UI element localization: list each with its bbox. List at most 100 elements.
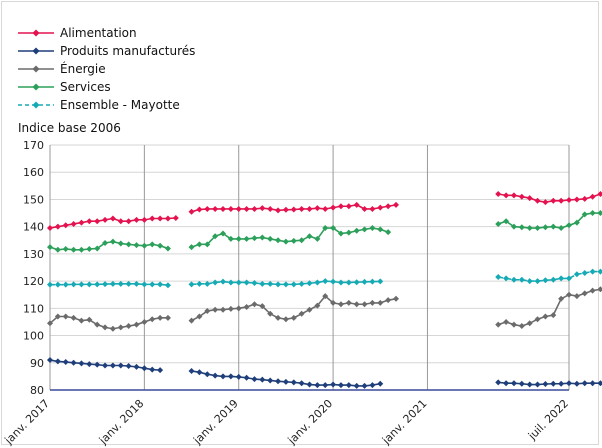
y-tick-label: 100 — [23, 330, 44, 343]
data-point-1 — [220, 373, 226, 380]
data-point-0 — [164, 215, 171, 222]
data-point-2 — [125, 323, 132, 330]
legend-item-energie[interactable]: Énergie — [18, 60, 195, 78]
data-point-1 — [361, 382, 368, 389]
data-point-1 — [558, 380, 565, 387]
legend-swatch-alimentation — [18, 29, 54, 37]
data-point-1 — [54, 358, 61, 365]
data-point-1 — [369, 382, 376, 389]
data-point-0 — [141, 216, 148, 223]
data-point-4 — [54, 281, 61, 288]
legend-label-produits-manufactures: Produits manufacturés — [60, 44, 196, 58]
data-point-2 — [361, 301, 368, 308]
data-point-2 — [133, 321, 140, 328]
data-point-4 — [102, 281, 109, 288]
data-point-3 — [251, 235, 258, 242]
data-point-1 — [212, 372, 219, 379]
data-point-4 — [581, 269, 588, 276]
data-point-3 — [102, 240, 109, 246]
data-point-2 — [542, 313, 549, 320]
legend-item-alimentation[interactable]: Alimentation — [18, 24, 195, 42]
series-line-3 — [49, 240, 169, 251]
data-point-4 — [141, 281, 148, 288]
legend-item-ensemble-mayotte[interactable]: Ensemble - Mayotte — [18, 96, 195, 114]
data-point-1 — [243, 374, 250, 381]
data-point-0 — [306, 205, 313, 212]
data-point-2 — [94, 321, 101, 328]
series-line-2 — [49, 315, 168, 330]
data-point-2 — [298, 310, 305, 317]
data-point-4 — [282, 281, 289, 288]
data-point-2 — [550, 312, 557, 319]
data-point-1 — [526, 381, 533, 388]
data-point-4 — [369, 278, 376, 285]
data-point-0 — [534, 197, 541, 204]
data-point-1 — [597, 380, 602, 387]
data-point-0 — [109, 215, 116, 222]
data-point-4 — [243, 279, 250, 286]
data-point-3 — [133, 242, 140, 249]
data-point-4 — [267, 280, 274, 287]
data-point-2 — [377, 299, 384, 306]
data-point-3 — [589, 210, 596, 217]
data-point-3 — [212, 233, 219, 240]
data-point-4 — [353, 279, 360, 286]
data-point-0 — [385, 203, 392, 210]
data-point-3 — [227, 235, 234, 242]
y-tick-label: 110 — [23, 302, 44, 315]
data-point-1 — [495, 379, 502, 386]
data-point-3 — [141, 242, 148, 249]
data-point-4 — [510, 276, 517, 283]
series-line-2 — [497, 288, 602, 327]
data-point-3 — [157, 242, 164, 249]
data-point-2 — [322, 293, 329, 300]
data-point-3 — [495, 220, 502, 227]
data-point-1 — [282, 378, 289, 385]
data-point-1 — [157, 367, 164, 374]
data-point-1 — [589, 380, 596, 387]
data-point-4 — [290, 281, 297, 288]
data-point-2 — [70, 314, 77, 321]
data-point-2 — [385, 297, 392, 304]
data-point-1 — [542, 381, 549, 388]
data-point-1 — [518, 380, 525, 387]
data-point-3 — [337, 230, 344, 237]
data-point-4 — [534, 278, 541, 285]
data-point-3 — [267, 235, 274, 242]
data-point-0 — [322, 205, 329, 212]
data-point-2 — [282, 316, 289, 323]
data-point-2 — [164, 314, 171, 321]
data-point-4 — [94, 281, 101, 288]
legend-item-produits-manufactures[interactable]: Produits manufacturés — [18, 42, 195, 60]
data-point-1 — [227, 373, 234, 380]
data-point-4 — [86, 281, 93, 288]
data-point-4 — [542, 277, 549, 284]
y-tick-label: 80 — [30, 384, 44, 397]
legend-swatch-produits-manufactures — [18, 47, 54, 55]
data-point-3 — [322, 225, 329, 232]
data-point-3 — [86, 245, 93, 252]
data-point-2 — [54, 313, 61, 320]
data-point-1 — [149, 366, 156, 373]
data-point-4 — [164, 282, 171, 289]
data-point-4 — [196, 280, 203, 287]
data-point-4 — [298, 280, 305, 287]
y-tick-label: 120 — [23, 275, 44, 288]
legend-item-services[interactable]: Services — [18, 78, 195, 96]
data-point-2 — [62, 313, 69, 320]
data-point-0 — [361, 205, 368, 212]
data-point-2 — [495, 321, 502, 328]
data-point-0 — [243, 205, 250, 212]
data-point-3 — [377, 226, 384, 233]
data-point-3 — [275, 237, 282, 244]
data-point-0 — [235, 205, 242, 212]
data-point-4 — [149, 281, 156, 288]
data-point-2 — [597, 286, 602, 293]
data-point-0 — [558, 197, 565, 204]
data-point-4 — [47, 281, 53, 288]
data-point-3 — [117, 240, 124, 247]
data-point-4 — [345, 279, 352, 286]
data-point-2 — [510, 321, 517, 328]
